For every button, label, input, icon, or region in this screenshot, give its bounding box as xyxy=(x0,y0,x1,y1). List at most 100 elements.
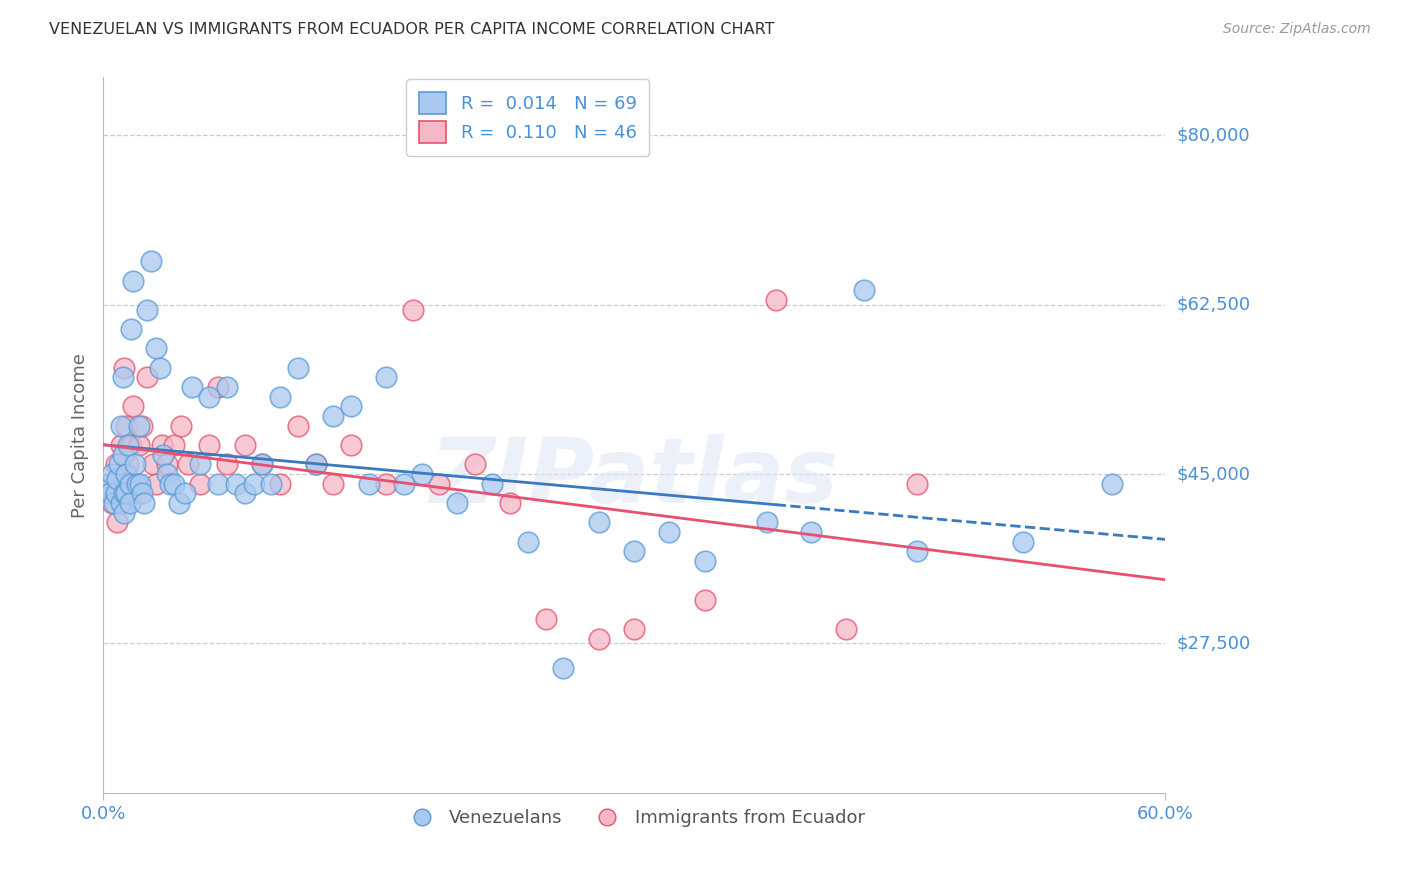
Point xyxy=(340,438,363,452)
Point xyxy=(304,458,326,472)
Text: ZIPatlas: ZIPatlas xyxy=(430,434,838,523)
Point xyxy=(117,458,139,472)
Point xyxy=(145,476,167,491)
Point xyxy=(101,496,124,510)
Point xyxy=(429,476,451,491)
Point xyxy=(98,486,121,500)
Text: $62,500: $62,500 xyxy=(1177,296,1250,314)
Point xyxy=(97,476,120,491)
Point xyxy=(1101,476,1123,491)
Point xyxy=(117,438,139,452)
Point xyxy=(190,476,212,491)
Point xyxy=(755,516,778,530)
Point xyxy=(132,496,155,510)
Point xyxy=(111,476,134,491)
Point xyxy=(136,302,159,317)
Point xyxy=(516,534,538,549)
Point xyxy=(118,476,141,491)
Text: Source: ZipAtlas.com: Source: ZipAtlas.com xyxy=(1223,22,1371,37)
Point xyxy=(375,476,398,491)
Point xyxy=(198,438,221,452)
Point xyxy=(177,458,200,472)
Point xyxy=(357,476,380,491)
Point xyxy=(765,293,787,307)
Point xyxy=(115,467,138,481)
Point xyxy=(588,632,610,646)
Point xyxy=(156,467,179,481)
Point xyxy=(149,360,172,375)
Point xyxy=(97,476,120,491)
Point xyxy=(159,476,181,491)
Point xyxy=(108,458,131,472)
Point xyxy=(163,438,186,452)
Point xyxy=(163,476,186,491)
Point xyxy=(152,448,174,462)
Point xyxy=(142,458,165,472)
Point xyxy=(156,458,179,472)
Point xyxy=(411,467,433,481)
Point xyxy=(392,476,415,491)
Point xyxy=(215,458,238,472)
Point xyxy=(402,302,425,317)
Point xyxy=(233,438,256,452)
Point xyxy=(122,274,145,288)
Point xyxy=(150,438,173,452)
Point xyxy=(304,458,326,472)
Point xyxy=(534,612,557,626)
Point xyxy=(835,622,858,636)
Point xyxy=(128,418,150,433)
Point xyxy=(800,525,823,540)
Text: VENEZUELAN VS IMMIGRANTS FROM ECUADOR PER CAPITA INCOME CORRELATION CHART: VENEZUELAN VS IMMIGRANTS FROM ECUADOR PE… xyxy=(49,22,775,37)
Point xyxy=(112,360,135,375)
Point xyxy=(129,476,152,491)
Point xyxy=(105,516,128,530)
Point xyxy=(287,418,309,433)
Point xyxy=(105,472,128,486)
Point xyxy=(104,458,127,472)
Point xyxy=(112,486,135,500)
Point xyxy=(115,486,138,500)
Point xyxy=(481,476,503,491)
Point xyxy=(905,476,928,491)
Legend: Venezuelans, Immigrants from Ecuador: Venezuelans, Immigrants from Ecuador xyxy=(396,802,872,834)
Point xyxy=(553,660,575,674)
Point xyxy=(112,506,135,520)
Point xyxy=(110,418,132,433)
Point xyxy=(118,496,141,510)
Point xyxy=(269,476,291,491)
Point xyxy=(131,486,153,500)
Point xyxy=(167,496,190,510)
Point xyxy=(233,486,256,500)
Point xyxy=(623,622,645,636)
Point xyxy=(122,400,145,414)
Point xyxy=(170,418,193,433)
Point xyxy=(464,458,486,472)
Point xyxy=(269,390,291,404)
Point xyxy=(252,458,274,472)
Point xyxy=(110,496,132,510)
Point xyxy=(110,438,132,452)
Point xyxy=(131,418,153,433)
Point xyxy=(145,341,167,355)
Point xyxy=(853,283,876,297)
Point xyxy=(499,496,522,510)
Point xyxy=(125,476,148,491)
Point xyxy=(260,476,283,491)
Point xyxy=(173,486,195,500)
Point xyxy=(588,516,610,530)
Point xyxy=(190,458,212,472)
Point xyxy=(658,525,681,540)
Point xyxy=(340,400,363,414)
Text: $27,500: $27,500 xyxy=(1177,634,1250,652)
Point xyxy=(103,496,125,510)
Point xyxy=(905,544,928,558)
Y-axis label: Per Capita Income: Per Capita Income xyxy=(72,353,89,518)
Point xyxy=(225,476,247,491)
Point xyxy=(104,486,127,500)
Point xyxy=(287,360,309,375)
Text: $80,000: $80,000 xyxy=(1177,127,1250,145)
Point xyxy=(128,438,150,452)
Point xyxy=(111,370,134,384)
Point xyxy=(118,476,141,491)
Point xyxy=(252,458,274,472)
